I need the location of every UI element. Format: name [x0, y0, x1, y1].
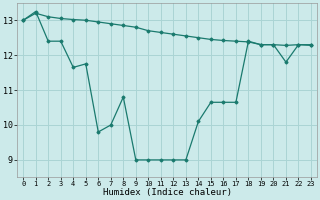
X-axis label: Humidex (Indice chaleur): Humidex (Indice chaleur)	[103, 188, 232, 197]
